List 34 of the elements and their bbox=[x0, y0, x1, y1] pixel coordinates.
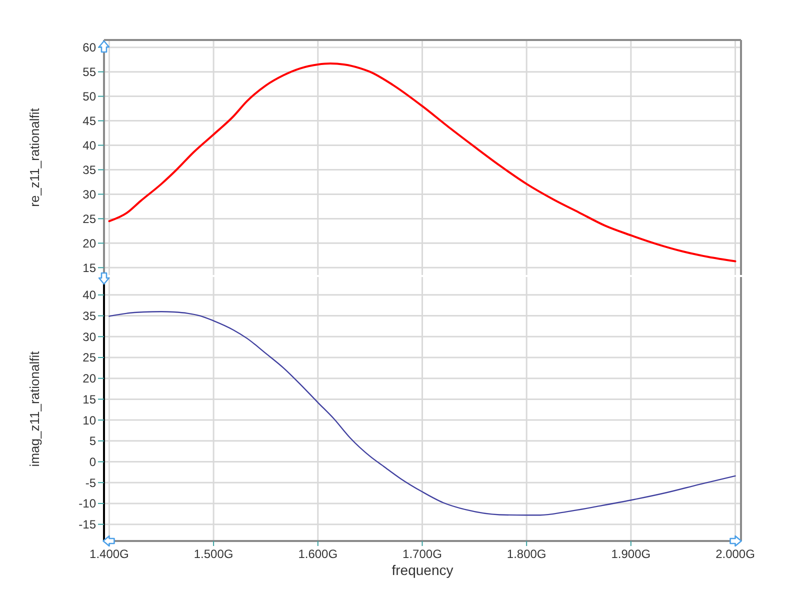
y-tick-label: 15 bbox=[82, 260, 96, 275]
y-tick-label: 35 bbox=[82, 162, 96, 177]
y-tick-label: 40 bbox=[82, 288, 96, 302]
y-tick-label: 30 bbox=[82, 187, 96, 202]
y-tick-label: 0 bbox=[89, 454, 96, 469]
x-tick-label: 2.000G bbox=[716, 547, 755, 561]
y-tick-label: 20 bbox=[82, 236, 96, 250]
y-tick-label: -5 bbox=[85, 476, 96, 490]
y-tick-label: 25 bbox=[82, 350, 96, 365]
y-tick-label: 5 bbox=[89, 434, 96, 448]
y-tick-label: 40 bbox=[82, 138, 96, 152]
y-tick-label: 30 bbox=[82, 330, 96, 344]
y-tick-label: 20 bbox=[82, 372, 96, 386]
y-axis-title: re_z11_rationalfit bbox=[27, 108, 42, 207]
y-tick-label: 35 bbox=[82, 308, 96, 323]
line-series bbox=[108, 62, 736, 262]
y-tick-label: 10 bbox=[82, 413, 96, 428]
y-tick-label: 55 bbox=[82, 65, 96, 80]
y-tick-label: 60 bbox=[82, 40, 96, 55]
x-tick-label: 1.600G bbox=[298, 547, 338, 561]
y-tick-label: 50 bbox=[82, 90, 96, 104]
x-axis-title: frequency bbox=[392, 562, 454, 578]
line-series bbox=[108, 311, 736, 516]
x-tick-label: 1.700G bbox=[402, 547, 442, 561]
y-tick-label: 15 bbox=[82, 392, 96, 406]
y-tick-label: 25 bbox=[82, 212, 96, 226]
x-tick-label: 1.500G bbox=[194, 547, 234, 561]
x-tick-label: 1.800G bbox=[506, 547, 546, 561]
y-axis-title: imag_z11_rationalfit bbox=[27, 350, 42, 467]
y-tick-label: -10 bbox=[78, 496, 96, 511]
y-tick-label: 45 bbox=[82, 114, 96, 128]
x-tick-label: 1.400G bbox=[90, 547, 129, 561]
y-tick-label: -15 bbox=[78, 518, 96, 532]
x-tick-label: 1.900G bbox=[611, 547, 651, 561]
